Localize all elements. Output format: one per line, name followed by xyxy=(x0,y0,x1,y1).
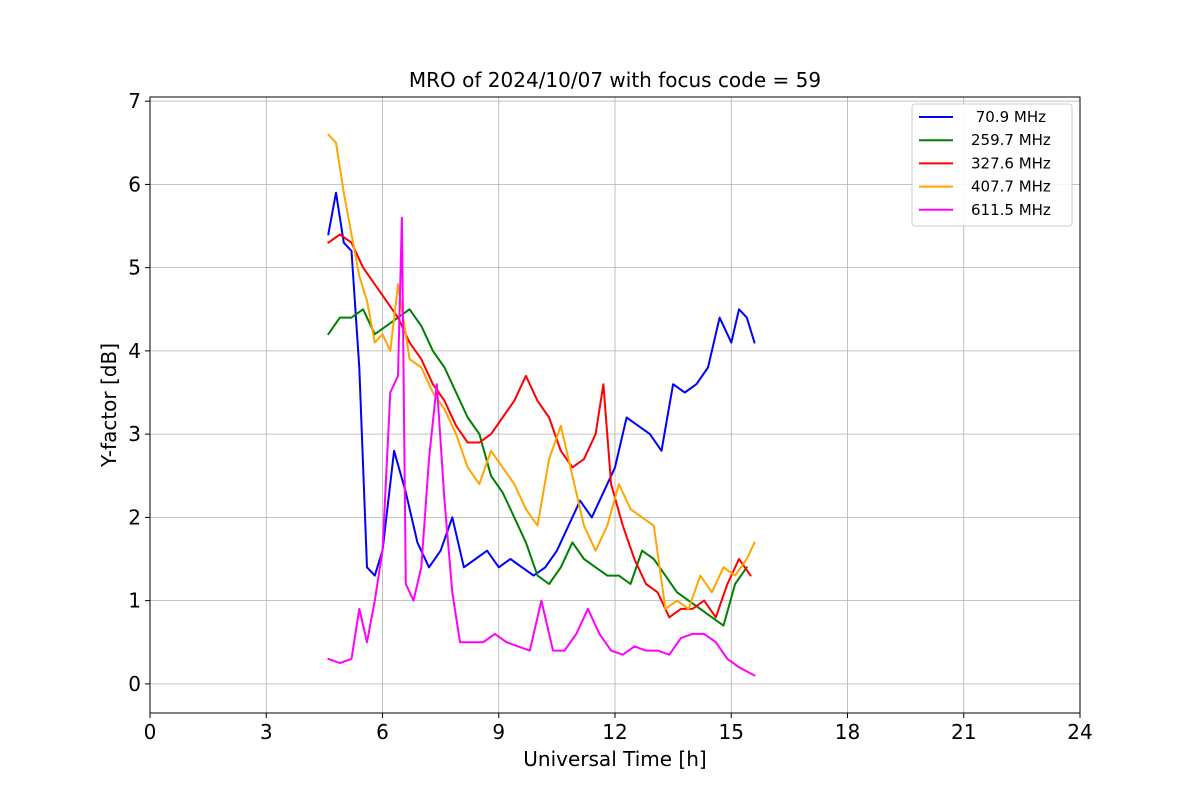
legend-label: 611.5 MHz xyxy=(971,201,1051,219)
legend-box xyxy=(911,103,1073,227)
y-tick-label: 0 xyxy=(128,672,141,696)
x-tick-label: 6 xyxy=(376,720,389,744)
x-axis-label: Universal Time [h] xyxy=(523,747,706,771)
series-layer xyxy=(327,133,756,677)
y-axis-label: Y-factor [dB] xyxy=(97,343,121,468)
y-tick-label: 6 xyxy=(128,172,141,196)
x-tick-label: 9 xyxy=(492,720,505,744)
series-line-4 xyxy=(327,133,756,610)
y-tick-label: 7 xyxy=(128,89,141,113)
y-tick-label: 3 xyxy=(128,422,141,446)
y-tick-label: 5 xyxy=(128,256,141,280)
legend-label: 70.9 MHz xyxy=(971,108,1046,126)
x-tick-label: 18 xyxy=(835,720,860,744)
x-tick-label: 15 xyxy=(719,720,744,744)
legend-label: 407.7 MHz xyxy=(971,178,1051,196)
legend-label: 259.7 MHz xyxy=(971,131,1051,149)
y-tick-label: 4 xyxy=(128,339,141,363)
x-tick-label: 21 xyxy=(951,720,976,744)
x-tick-label: 3 xyxy=(260,720,273,744)
x-tick-label: 24 xyxy=(1067,720,1092,744)
chart-title: MRO of 2024/10/07 with focus code = 59 xyxy=(409,68,821,92)
series-line-5 xyxy=(327,216,756,677)
series-line-1 xyxy=(327,191,756,577)
x-tick-label: 0 xyxy=(144,720,157,744)
legend-label: 327.6 MHz xyxy=(971,154,1051,172)
x-tick-label: 12 xyxy=(602,720,627,744)
y-tick-label: 1 xyxy=(128,589,141,613)
legend: 70.9 MHz 259.7 MHz 327.6 MHz 407.7 MHz 611.5… xyxy=(911,103,1073,227)
y-tick-label: 2 xyxy=(128,505,141,529)
